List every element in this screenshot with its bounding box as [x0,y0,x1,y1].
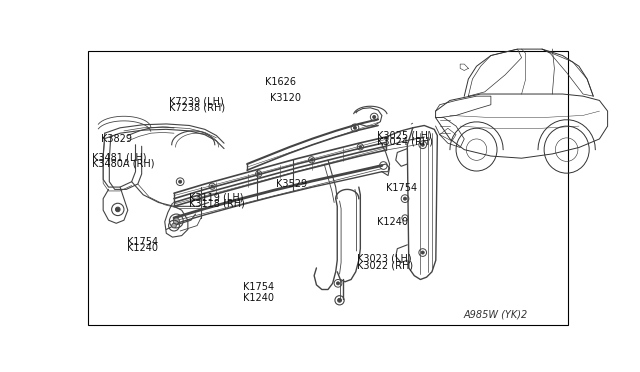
Circle shape [353,126,356,129]
Text: K3118 (RH): K3118 (RH) [189,199,245,209]
Text: K3829: K3829 [101,134,132,144]
Circle shape [310,158,313,161]
Text: K3481 (LH): K3481 (LH) [92,152,147,162]
Circle shape [359,146,362,148]
Circle shape [337,282,340,285]
Text: K3023 (LH): K3023 (LH) [356,254,412,264]
Circle shape [173,218,179,224]
Text: K7239 (LH): K7239 (LH) [170,96,224,106]
Circle shape [211,185,213,187]
Circle shape [115,207,120,212]
Circle shape [257,173,260,175]
Circle shape [338,298,342,302]
Circle shape [372,115,376,119]
Text: K1754: K1754 [127,237,158,247]
Text: K1240: K1240 [243,293,274,303]
Circle shape [421,251,424,254]
Text: K1626: K1626 [266,77,296,87]
Text: K3025 (LH): K3025 (LH) [378,130,432,140]
Circle shape [403,197,406,200]
Text: A985W (YK)2: A985W (YK)2 [463,310,528,320]
Circle shape [172,223,176,228]
Circle shape [421,143,424,146]
Text: K1754: K1754 [386,183,417,193]
Text: K1754: K1754 [243,282,275,292]
Text: K1240: K1240 [127,243,158,253]
Text: K3024 (RH): K3024 (RH) [378,137,433,147]
Text: K7238 (RH): K7238 (RH) [170,103,225,113]
Text: K3529: K3529 [276,179,307,189]
Text: K3480A (RH): K3480A (RH) [92,158,155,169]
Text: K3119 (LH): K3119 (LH) [189,192,244,202]
Text: K3022 (RH): K3022 (RH) [356,260,413,270]
Circle shape [179,180,182,183]
Text: K3120: K3120 [270,93,301,103]
Text: K1240: K1240 [378,217,408,227]
